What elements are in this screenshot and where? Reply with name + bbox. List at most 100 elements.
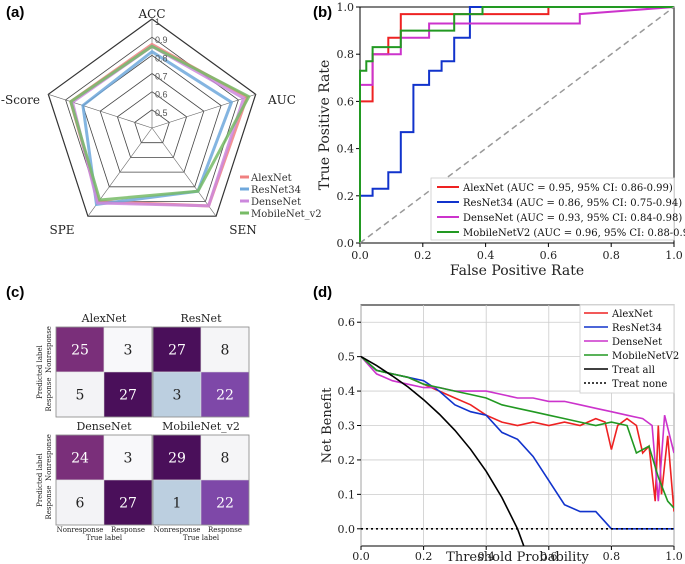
roc-x-tick-label: 1.0 [665, 249, 683, 262]
cm-cell [152, 479, 202, 526]
dca-legend-box [579, 304, 675, 394]
cm-cell-value: 1 [173, 496, 182, 512]
dca-x-tick-label: 1.0 [665, 550, 683, 563]
radar-tick-label: 0.5 [155, 108, 168, 118]
dca-legend-label: Treat none [612, 379, 667, 390]
radar-tick-label: 0.6 [155, 90, 168, 100]
cm-cell [103, 371, 153, 418]
dca-y-tick-label: 0.0 [338, 523, 356, 536]
cm-y-tick-label: Response [45, 486, 53, 520]
cm-x-tick-label: Response [111, 526, 145, 534]
cm-y-axis-label: Predicted label [36, 452, 44, 507]
roc-legend-box [430, 177, 675, 241]
cm-cell-value: 3 [124, 343, 133, 359]
cm-cell [103, 434, 153, 481]
cm-y-tick-label: Nonresponse [45, 434, 53, 481]
roc-curve-Chance [359, 6, 675, 244]
dca-legend-label: Treat all [612, 365, 655, 376]
cm-y-tick-label: Response [45, 378, 53, 412]
radar-legend-label: ResNet34 [251, 185, 301, 196]
roc-curve-ResNet34 [359, 6, 674, 243]
roc-curve-AlexNet [359, 6, 674, 243]
dca-y-tick-label: 0.4 [338, 385, 356, 398]
dca-curve-DenseNet [361, 356, 674, 502]
cm-frame [55, 434, 153, 526]
cm-cell-value: 22 [216, 496, 234, 512]
roc-curve-MobileNetV2 [359, 6, 674, 243]
radar-grid-ring [99, 73, 205, 173]
radar-legend-label: DenseNet [251, 197, 301, 208]
dca-legend-label: AlexNet [611, 309, 653, 320]
radar-legend-label: MobileNet_v2 [251, 209, 322, 220]
dca-y-tick-label: 0.2 [338, 454, 356, 467]
radar-axis-label: SPE [49, 223, 74, 237]
dca-x-tick-label: 0.6 [540, 550, 558, 563]
radar-axis-label: ACC [137, 7, 165, 21]
cm-cell [200, 479, 250, 526]
radar-grid-ring [47, 18, 257, 217]
cm-cell-value: 24 [71, 451, 89, 467]
radar-spoke [48, 94, 153, 129]
dca-y-tick-label: 0.6 [338, 316, 356, 329]
radar-tick-label: 0.9 [155, 35, 168, 45]
cm-title: AlexNet [81, 312, 127, 325]
dca-curve-Treat-all [361, 355, 525, 546]
dca-y-tick-label: 0.1 [338, 488, 356, 501]
cm-cell-value: 27 [168, 343, 186, 359]
roc-legend-label: ResNet34 (AUC = 0.86, 95% CI: 0.75-0.94) [463, 198, 682, 209]
radar-series-ResNet34 [81, 49, 234, 207]
dca-y-tick-label: 0.3 [338, 420, 356, 433]
roc-x-axis-label: False Positive Rate [450, 263, 584, 279]
cm-cell-value: 8 [221, 451, 230, 467]
cm-y-tick-label: Nonresponse [45, 326, 53, 373]
radar-tick-label: 1 [155, 17, 160, 27]
radar-tick-label: 0.7 [155, 72, 168, 82]
cm-cell [103, 326, 153, 373]
dca-x-axis-label: Threshold Probability [446, 550, 589, 564]
cm-cell-value: 6 [76, 496, 85, 512]
radar-axis-label: F1-Score [0, 93, 40, 107]
roc-x-tick-label: 0.0 [351, 249, 369, 262]
cm-title: MobileNet_v2 [162, 420, 240, 433]
cm-cell [55, 326, 105, 373]
cm-cell-value: 25 [71, 343, 89, 359]
cm-cell [200, 326, 250, 373]
panel-label-c: (c) [6, 284, 25, 301]
roc-legend-label: AlexNet (AUC = 0.95, 95% CI: 0.86-0.99) [462, 183, 673, 194]
cm-cell [200, 434, 250, 481]
roc-x-tick-label: 0.2 [414, 249, 432, 262]
radar-tick-label: 0.8 [155, 53, 168, 63]
dca-legend-label: ResNet34 [612, 323, 662, 334]
roc-y-tick-label: 0.8 [337, 48, 355, 61]
cm-x-tick-label: Response [208, 526, 242, 534]
roc-y-axis-label: True Positive Rate [317, 60, 333, 191]
radar-axis-label: SEN [229, 223, 256, 237]
dca-legend-label: MobileNetV2 [612, 351, 679, 362]
cm-cell-value: 3 [124, 451, 133, 467]
roc-legend-label: DenseNet (AUC = 0.93, 95% CI: 0.84-0.98) [463, 213, 682, 224]
radar-grid-ring [134, 109, 170, 144]
cm-cell-value: 8 [221, 343, 230, 359]
cm-frame [152, 434, 250, 526]
dca-x-tick-label: 0.0 [352, 550, 370, 563]
roc-x-tick-label: 0.8 [602, 249, 620, 262]
radar-legend-label: AlexNet [250, 173, 292, 184]
cm-cell-value: 5 [76, 388, 85, 404]
cm-cell-value: 3 [173, 388, 182, 404]
roc-y-tick-label: 0.6 [337, 95, 355, 108]
cm-cell-value: 22 [216, 388, 234, 404]
roc-x-tick-label: 0.6 [540, 249, 558, 262]
cm-cell-value: 27 [119, 388, 137, 404]
dca-y-axis-label: Net Benefit [320, 387, 335, 463]
radar-spoke [151, 127, 217, 217]
cm-cell [55, 371, 105, 418]
cm-y-axis-label: Predicted label [36, 344, 44, 399]
dca-x-tick-label: 0.2 [415, 550, 433, 563]
roc-legend-label: MobileNetV2 (AUC = 0.96, 95% CI: 0.88-0.… [463, 228, 685, 239]
roc-x-tick-label: 0.4 [477, 249, 495, 262]
cm-x-tick-label: Nonresponse [57, 526, 104, 534]
roc-y-tick-label: 0.4 [337, 143, 355, 156]
cm-cell [200, 371, 250, 418]
radar-chart [47, 18, 257, 217]
